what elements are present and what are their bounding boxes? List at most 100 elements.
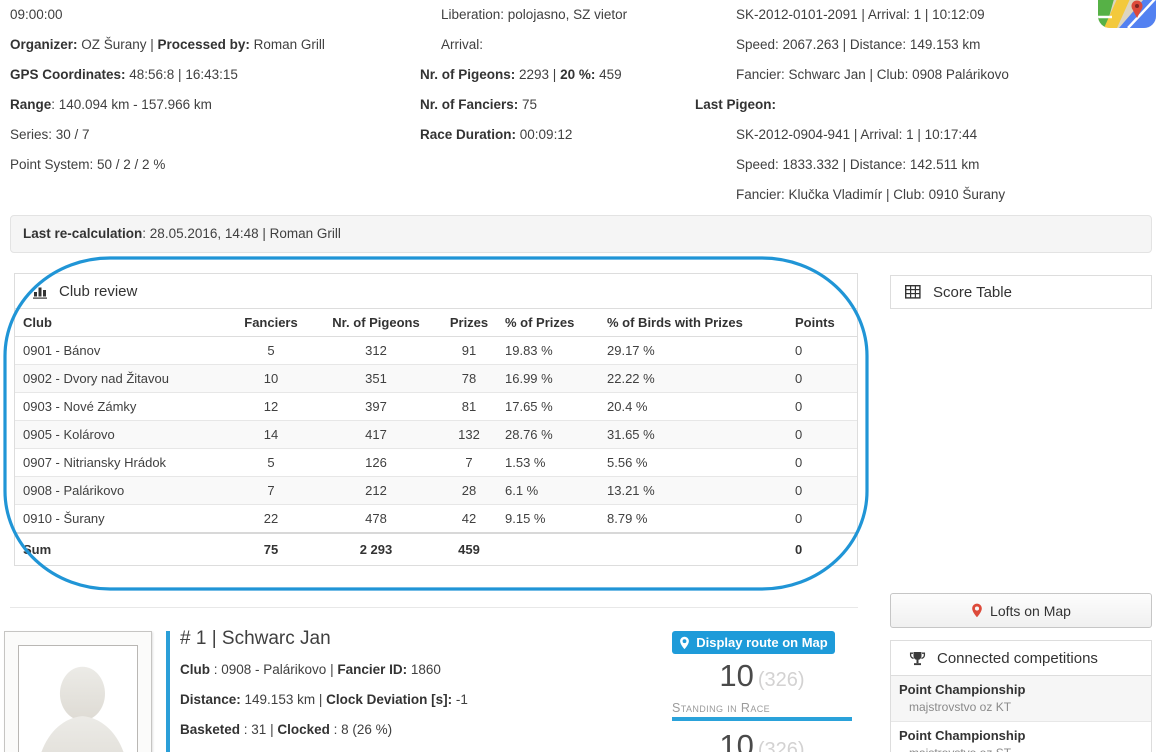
table-row: 0908 - Palárikovo 7 212 28 6.1 % 13.21 % 0	[15, 476, 857, 505]
recalculation-bar: Last re-calculation: 28.05.2016, 14:48 |…	[10, 215, 1152, 253]
liberation-weather-line: Liberation: polojasno, SZ vietor	[441, 7, 628, 22]
table-cell: 13.21 %	[599, 476, 787, 505]
club-review-sum: Sum 75 2 293 459 0	[15, 532, 857, 565]
last-pigeon-fancier-line: Fancier: Klučka Vladimír | Club: 0910 Šu…	[736, 187, 1006, 202]
competition-subtitle: majstrovstvo oz ST	[899, 746, 1143, 752]
score-table-button[interactable]: Score Table	[890, 275, 1152, 309]
table-grid-icon	[905, 285, 921, 299]
table-cell: 0	[787, 532, 857, 565]
display-route-button[interactable]: Display route on Map	[672, 631, 835, 654]
table-row: 0907 - Nitriansky Hrádok 5 126 7 1.53 % 5.56 …	[15, 448, 857, 477]
trophy-icon	[909, 651, 926, 665]
table-cell: 31.65 %	[599, 420, 787, 449]
table-cell: 459	[441, 532, 497, 565]
table-cell: 0901 - Bánov	[23, 343, 101, 358]
table-row: 0901 - Bánov 5 312 91 19.83 % 29.17 % 0	[15, 337, 857, 365]
table-cell: 0902 - Dvory nad Žitavou	[15, 364, 231, 393]
table-cell	[497, 532, 599, 565]
column-header-prize-pct: % of Prizes	[497, 309, 599, 337]
series-line: Series: 30 / 7	[10, 127, 90, 142]
section-divider	[10, 607, 858, 608]
standing-value: 10 (326)	[672, 658, 852, 694]
organizer-info-column: 09:00:00 Organizer: OZ Šurany | Processe…	[10, 5, 325, 185]
recalculation-text: Last re-calculation: 28.05.2016, 14:48 |…	[23, 226, 341, 241]
standing-total-2: (326)	[757, 739, 805, 752]
table-cell: 0	[787, 448, 857, 477]
table-cell: 10	[231, 364, 311, 393]
club-review-panel: Club review Club Fanciers Nr. of Pigeons…	[14, 273, 858, 566]
table-cell: 0	[787, 392, 857, 421]
lofts-on-map-button[interactable]: Lofts on Map	[890, 593, 1152, 628]
table-cell: 8.79 %	[599, 504, 787, 533]
table-cell: 19.83 %	[505, 343, 553, 358]
nr-of-pigeons-line: Nr. of Pigeons: 2293 | 20 %: 459	[420, 67, 622, 82]
pigeon-results-column: SK-2012-0101-2091 | Arrival: 1 | 10:12:0…	[695, 5, 1009, 215]
gps-coordinates-line: GPS Coordinates: 48:56:8 | 16:43:15	[10, 67, 238, 82]
table-cell: 42	[441, 504, 497, 533]
table-cell: 14	[231, 420, 311, 449]
fancier-club-line: Club : 0908 - Palárikovo | Fancier ID: 1…	[180, 662, 441, 677]
table-cell: 0910 - Šurany	[15, 504, 231, 533]
column-header-birds-pct: % of Birds with Prizes	[599, 309, 787, 337]
column-header-prizes: Prizes	[441, 309, 497, 337]
last-pigeon-ring-line: SK-2012-0904-941 | Arrival: 1 | 10:17:44	[736, 127, 978, 142]
table-row: 0903 - Nové Zámky 12 397 81 17.65 % 20.4 % 0	[15, 392, 857, 421]
point-system-line: Point System: 50 / 2 / 2 %	[10, 157, 166, 172]
standing-total: (326)	[757, 669, 805, 691]
race-duration-line: Race Duration: 00:09:12	[420, 127, 573, 142]
table-row: 0905 - Kolárovo 14 417 132 28.76 % 31.65 % 0	[15, 420, 857, 449]
table-cell: 12	[231, 392, 311, 421]
table-cell: Sum	[15, 532, 231, 565]
race-stats-column: Liberation: polojasno, SZ vietor Arrival…	[420, 5, 627, 155]
table-cell: 132	[441, 420, 497, 449]
last-pigeon-speed-line: Speed: 1833.332 | Distance: 142.511 km	[736, 157, 980, 172]
fancier-distance-line: Distance: 149.153 km | Clock Deviation […	[180, 692, 468, 707]
table-row: 0910 - Šurany 22 478 42 9.15 % 8.79 % 0	[15, 504, 857, 533]
map-pin-icon	[680, 636, 690, 649]
table-cell	[599, 532, 787, 565]
table-cell: 126	[311, 448, 441, 477]
table-cell: 78	[441, 364, 497, 393]
table-row: Sum 75 2 293 459 0	[15, 532, 857, 565]
table-cell: 20.4 %	[599, 392, 787, 421]
club-review-title: Club review	[59, 283, 138, 300]
table-cell: 417	[311, 420, 441, 449]
table-cell: 5	[267, 343, 275, 358]
liberation-time: 09:00:00	[10, 7, 63, 22]
score-table-label: Score Table	[933, 283, 1012, 301]
standing-underline	[672, 717, 852, 721]
display-route-label: Display route on Map	[696, 635, 828, 650]
table-cell: 0	[787, 476, 857, 505]
table-cell: 5	[231, 448, 311, 477]
table-cell: 9.15 %	[497, 504, 599, 533]
competition-subtitle: majstrovstvo oz KT	[909, 700, 1012, 714]
table-cell: 212	[311, 476, 441, 505]
map-icon[interactable]	[1098, 0, 1156, 28]
table-cell: 0903 - Nové Zámky	[15, 392, 231, 421]
column-header-club: Club	[15, 309, 231, 337]
table-cell: 28.76 %	[497, 420, 599, 449]
competition-item[interactable]: Point Championship majstrovstvo oz ST	[891, 721, 1151, 752]
table-cell: 0	[795, 343, 803, 358]
first-pigeon-speed-line: Speed: 2067.263 | Distance: 149.153 km	[736, 37, 981, 52]
lofts-on-map-label: Lofts on Map	[990, 602, 1071, 619]
competitions-list: Point Championship majstrovstvo oz KT Poin…	[891, 676, 1151, 752]
column-header-pigeons: Nr. of Pigeons	[311, 309, 441, 337]
first-pigeon-fancier-line: Fancier: Schwarc Jan | Club: 0908 Palári…	[736, 67, 1009, 82]
table-cell: 22.22 %	[599, 364, 787, 393]
connected-competitions-title: Connected competitions	[937, 650, 1098, 667]
table-cell: 75	[231, 532, 311, 565]
table-cell: 312	[365, 343, 387, 358]
table-cell: 0905 - Kolárovo	[15, 420, 231, 449]
table-cell: 29.17 %	[607, 343, 655, 358]
club-review-body: 0901 - Bánov 5 312 91 19.83 % 29.17 % 0 0902 - …	[15, 337, 857, 533]
competition-item[interactable]: Point Championship majstrovstvo oz KT	[891, 676, 1151, 721]
organizer-line: Organizer: OZ Šurany | Processed by: Rom…	[10, 37, 325, 52]
standing-value-2: 10 (326)	[672, 728, 852, 752]
table-cell: 7	[441, 448, 497, 477]
table-cell: 81	[441, 392, 497, 421]
arrival-line: Arrival:	[441, 37, 484, 52]
last-pigeon-label: Last Pigeon:	[695, 97, 777, 112]
table-cell: 7	[231, 476, 311, 505]
